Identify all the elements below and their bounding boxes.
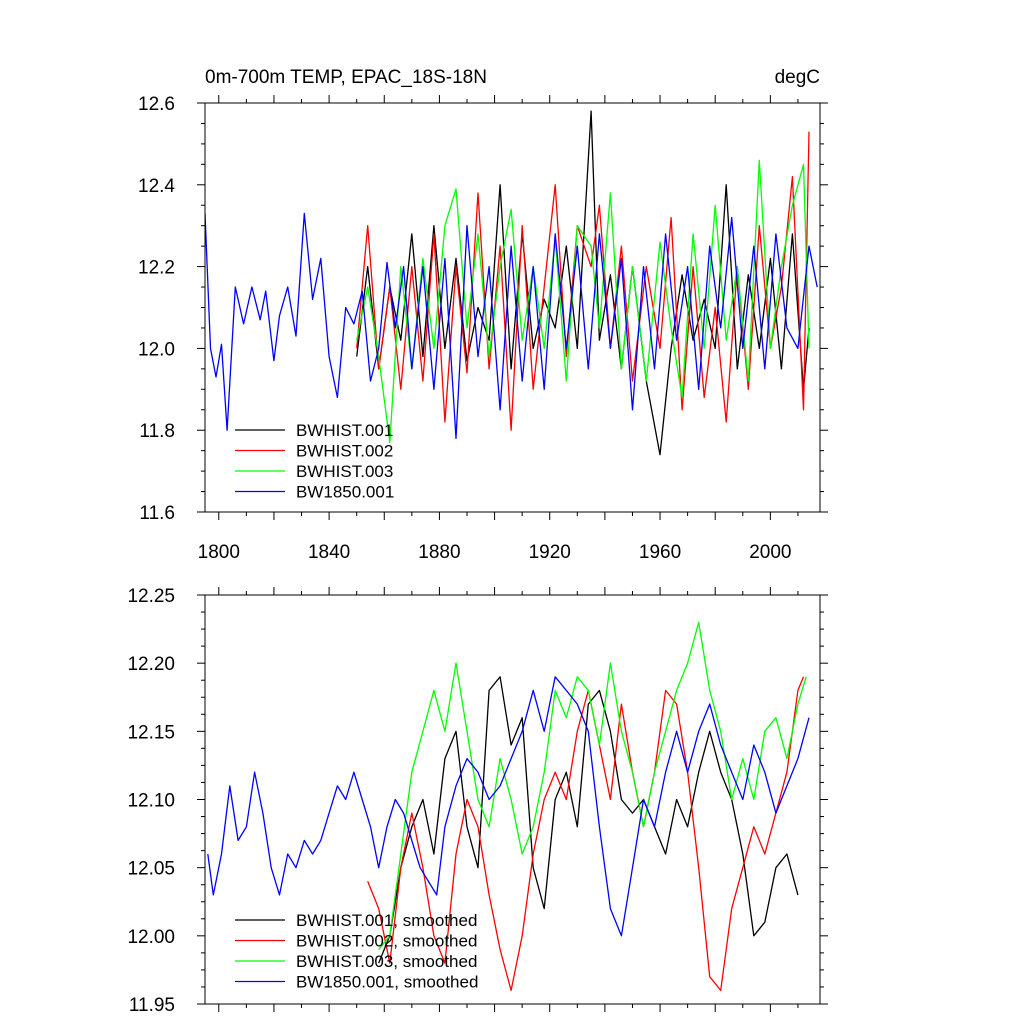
chart-1-plot-area: 11.6 11.8 12.0 12.2 12.4 12.6 1800 1840 1880 1920… — [138, 94, 828, 563]
legend-label: BW1850.001, smoothed — [296, 973, 478, 992]
series-line-2-3 — [378, 621, 807, 950]
y-tick-label: 12.20 — [127, 654, 175, 675]
legend-label: BW1850.001 — [296, 483, 394, 502]
y-tick-label: 12.15 — [127, 722, 175, 743]
y-tick-label: 12.2 — [138, 258, 175, 279]
x-tick-label: 1960 — [639, 542, 681, 563]
legend-label: BWHIST.002, smoothed — [296, 932, 477, 951]
y-tick-label: 12.00 — [127, 927, 175, 948]
chart-2-plot-area: 11.95 12.00 12.05 12.10 12.15 12.20 12.25 BWHIS… — [127, 586, 828, 1016]
y-tick-label: 12.0 — [138, 339, 175, 360]
y-tick-label: 12.4 — [138, 176, 175, 197]
series-line-2-1 — [378, 676, 799, 964]
x-tick-label: 1800 — [198, 542, 240, 563]
legend-label: BWHIST.003 — [296, 462, 393, 481]
series-line-1-1 — [356, 110, 810, 456]
legend-label: BWHIST.002 — [296, 442, 393, 461]
x-tick-label: 1880 — [418, 542, 460, 563]
y-tick-label: 12.10 — [127, 791, 175, 812]
y-tick-label: 11.6 — [139, 503, 175, 524]
chart-1-units: degC — [775, 67, 820, 88]
chart-1-title: 0m-700m TEMP, EPAC_18S-18N — [205, 67, 487, 88]
y-tick-label: 12.25 — [127, 586, 175, 607]
legend-label: BWHIST.001 — [296, 421, 393, 440]
x-tick-label: 1920 — [529, 542, 571, 563]
y-tick-label: 11.8 — [139, 421, 175, 442]
series-line-1-4 — [205, 212, 818, 440]
legend-label: BWHIST.003, smoothed — [296, 952, 477, 971]
series-line-2-4 — [207, 676, 810, 937]
y-tick-label: 11.95 — [129, 995, 175, 1016]
y-tick-label: 12.05 — [127, 859, 175, 880]
x-tick-label: 1840 — [308, 542, 350, 563]
series-line-1-3 — [356, 159, 810, 444]
x-tick-label: 2000 — [749, 542, 791, 563]
legend-label: BWHIST.001, smoothed — [296, 911, 477, 930]
y-tick-label: 12.6 — [138, 94, 175, 115]
